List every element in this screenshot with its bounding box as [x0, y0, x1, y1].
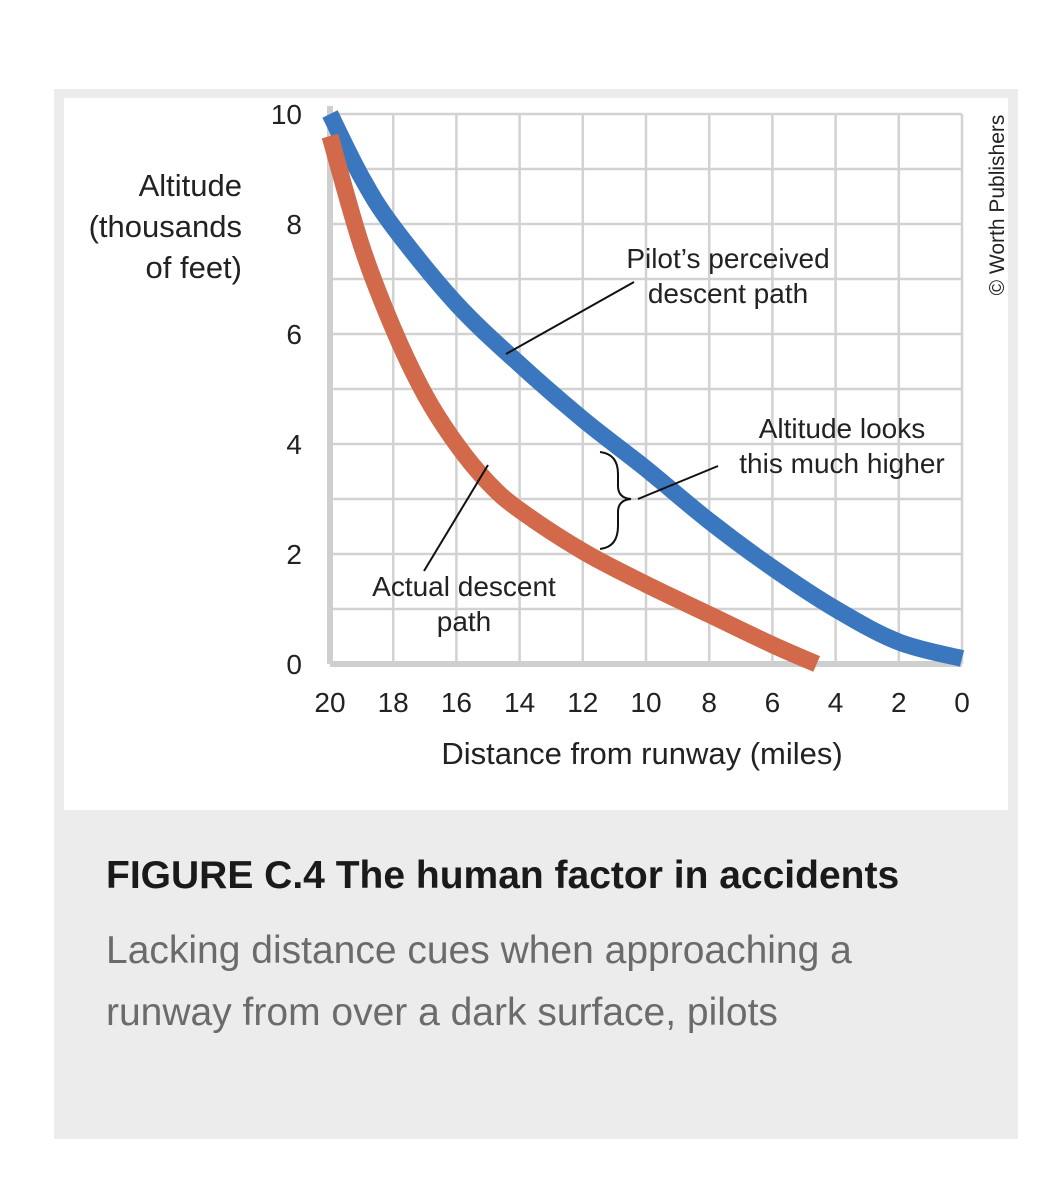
x-tick-label: 20 — [314, 687, 345, 718]
y-axis-title-line: Altitude — [139, 168, 242, 203]
y-tick-label: 2 — [286, 539, 302, 570]
x-tick-label: 6 — [765, 687, 781, 718]
curly-brace-icon — [599, 451, 632, 550]
annotation-difference-line: this much higher — [739, 448, 944, 479]
annotation-perceived-line: Pilot’s perceived — [626, 243, 829, 274]
actual-descent-path-line — [321, 133, 821, 672]
leader-line-difference — [637, 465, 719, 500]
y-axis-title-line: (thousands — [89, 209, 242, 244]
figure-caption-title: FIGURE C.4 The human factor in accidents — [106, 854, 900, 897]
x-tick-label: 4 — [828, 687, 844, 718]
annotation-actual-line: Actual descent — [372, 571, 556, 602]
x-tick-label: 2 — [891, 687, 907, 718]
axes — [327, 106, 962, 667]
x-tick-label: 0 — [954, 687, 970, 718]
x-tick-label: 14 — [504, 687, 535, 718]
annotations: Pilot’s perceived descent path Altitude lo… — [372, 243, 945, 637]
chart-panel — [64, 98, 1008, 810]
series-layer — [321, 110, 965, 672]
x-tick-label: 12 — [567, 687, 598, 718]
x-tick-label: 8 — [701, 687, 717, 718]
leader-line-perceived — [505, 281, 635, 355]
perceived-descent-path-line — [322, 110, 965, 667]
y-tick-label: 8 — [286, 209, 302, 240]
credit-text: © Worth Publishers — [986, 115, 1009, 296]
annotation-actual-line: path — [437, 606, 492, 637]
y-tick-label: 4 — [286, 429, 302, 460]
y-tick-label: 0 — [286, 649, 302, 680]
chart: Pilot’s perceived descent path Altitude lo… — [89, 99, 1009, 771]
annotation-difference-line: Altitude looks — [759, 413, 926, 444]
y-tick-label: 6 — [286, 319, 302, 350]
figure-caption-body: Lacking distance cues when approaching a… — [106, 929, 852, 1034]
x-axis-title: Distance from runway (miles) — [441, 736, 842, 771]
x-tick-label: 10 — [630, 687, 661, 718]
y-axis-title-line: of feet) — [146, 250, 243, 285]
leader-line-actual — [423, 464, 489, 572]
x-tick-label: 18 — [378, 687, 409, 718]
y-tick-label: 10 — [271, 99, 302, 130]
annotation-perceived-line: descent path — [648, 278, 808, 309]
x-tick-label: 16 — [441, 687, 472, 718]
